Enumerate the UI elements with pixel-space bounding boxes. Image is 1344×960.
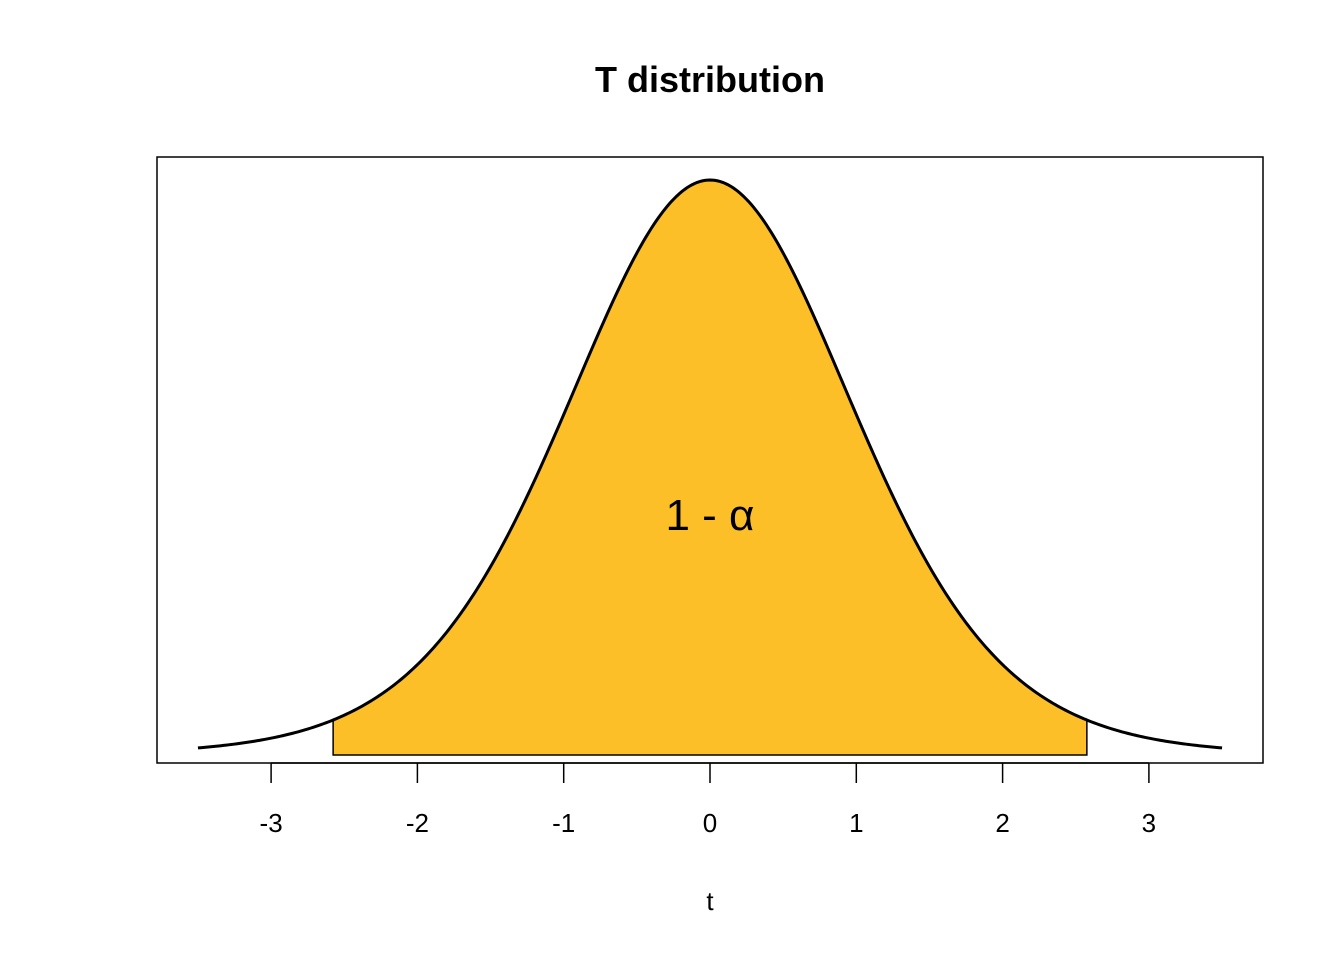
x-tick-label: 3 <box>1142 808 1156 838</box>
x-axis-label: t <box>706 886 714 916</box>
density-curve <box>197 178 1223 750</box>
x-tick-label: -1 <box>552 808 575 838</box>
x-tick-label: 0 <box>703 808 717 838</box>
shaded-region-label: 1 - α <box>665 491 754 540</box>
chart-title: T distribution <box>595 59 825 100</box>
shaded-area-one-minus-alpha <box>332 179 1088 756</box>
x-tick-label: 1 <box>849 808 863 838</box>
x-tick-label: -2 <box>406 808 429 838</box>
x-tick-label: -3 <box>260 808 283 838</box>
x-tick-label: 2 <box>995 808 1009 838</box>
x-axis: -3 -2 -1 0 1 2 3 <box>260 762 1156 838</box>
